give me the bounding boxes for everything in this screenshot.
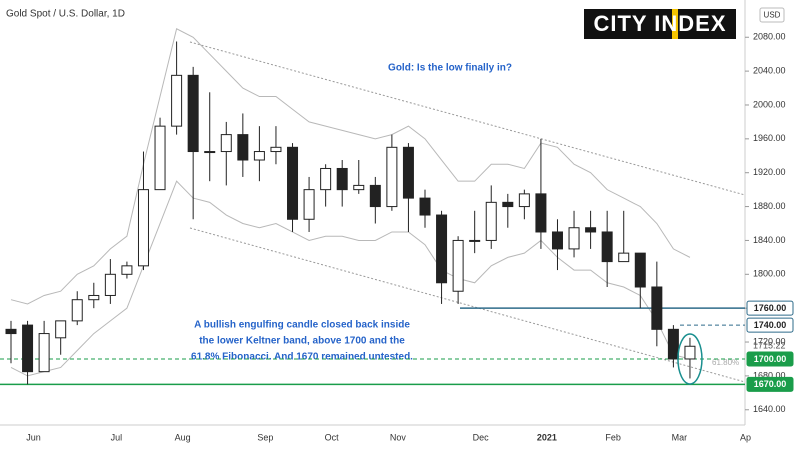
candle-body <box>121 265 133 275</box>
candle-body <box>436 214 448 284</box>
level-label-box <box>746 351 794 367</box>
logo-accent <box>672 9 678 39</box>
fib-label: 61.80% <box>712 358 739 367</box>
keltner-band <box>10 28 691 305</box>
candle-body <box>585 227 597 233</box>
level-label: 1700.00 <box>754 354 787 364</box>
candle-body <box>353 184 365 191</box>
currency: USD <box>764 11 781 20</box>
candle-body <box>419 197 431 216</box>
candle-body <box>187 74 199 153</box>
candle-body <box>287 146 299 220</box>
annotation-title: Gold: Is the low finally in? <box>388 63 512 74</box>
candle-body <box>38 333 50 373</box>
candle-body <box>88 294 100 301</box>
candle-body <box>270 146 282 153</box>
y-tick-label: 1920.00 <box>753 167 786 177</box>
candle-body <box>137 189 149 267</box>
candle-body <box>71 299 83 322</box>
level-label: 1740.00 <box>754 320 787 330</box>
candle-body <box>171 74 183 127</box>
candle-body <box>452 239 464 292</box>
annotation-line: A bullish engulfing candle closed back i… <box>194 320 410 331</box>
x-tick-label: Jun <box>26 432 41 442</box>
x-tick-label: Ap <box>740 432 751 442</box>
chart-title: Gold Spot / U.S. Dollar, 1D <box>6 9 125 20</box>
candle-body <box>535 193 547 233</box>
level-label-box <box>746 317 794 333</box>
x-tick-label: Feb <box>605 432 621 442</box>
y-tick-label: 1680.00 <box>753 370 786 380</box>
candle-body <box>618 252 630 263</box>
keltner-band <box>10 180 691 377</box>
annotation-line: 61.8% Fibonacci. And 1670 remained untes… <box>191 352 413 363</box>
y-tick-label: 1960.00 <box>753 133 786 143</box>
x-tick-label: Oct <box>325 432 340 442</box>
candle-body <box>104 273 116 296</box>
candle-body <box>518 193 530 208</box>
candle-body <box>402 146 414 199</box>
candle-body <box>601 231 613 263</box>
candle-body <box>369 184 381 208</box>
highlight-ellipse <box>677 333 703 385</box>
y-tick-label: 1640.00 <box>753 404 786 414</box>
y-tick-label: 1840.00 <box>753 235 786 245</box>
candle-body <box>154 125 166 191</box>
x-tick-label: Sep <box>257 432 273 442</box>
level-label: 1760.00 <box>754 303 787 313</box>
level-label-box <box>746 376 794 392</box>
y-tick-label: 2080.00 <box>753 32 786 42</box>
logo: CITY INDEX <box>593 11 726 36</box>
x-tick-label: Jul <box>111 432 123 442</box>
candle-body <box>502 201 514 208</box>
candle-body <box>253 151 265 161</box>
candle-body <box>55 320 67 339</box>
candle-body <box>551 231 563 250</box>
candle-body <box>220 134 232 153</box>
candle-body <box>667 328 679 360</box>
y-tick-label: 1720.00 <box>753 336 786 346</box>
candle-body <box>22 324 34 373</box>
y-tick-label: 2040.00 <box>753 65 786 75</box>
x-tick-label: Aug <box>175 432 191 442</box>
candle-body <box>568 227 580 250</box>
candle-body <box>634 252 646 288</box>
candle-body <box>469 239 481 242</box>
candle-body <box>336 167 348 191</box>
level-label: 1670.00 <box>754 379 787 389</box>
y-tick-label: 1880.00 <box>753 201 786 211</box>
candle-body <box>386 146 398 208</box>
logo-box <box>584 9 736 39</box>
candle-body <box>204 151 216 154</box>
annotation-line: the lower Keltner band, above 1700 and t… <box>199 336 405 347</box>
level-label-box <box>746 300 794 316</box>
x-tick-label: 2021 <box>537 432 557 442</box>
x-tick-label: Nov <box>390 432 407 442</box>
candle-body <box>303 189 315 220</box>
x-tick-label: Dec <box>473 432 490 442</box>
candle-body <box>485 201 497 241</box>
candle-body <box>5 328 17 335</box>
last-price-label: 1715.22 <box>753 340 786 350</box>
currency-box <box>759 7 785 23</box>
candle-body <box>237 134 249 161</box>
candle-body <box>684 345 696 360</box>
candle-body <box>320 167 332 191</box>
candle-body <box>651 286 663 330</box>
x-tick-label: Mar <box>672 432 688 442</box>
y-tick-label: 1800.00 <box>753 269 786 279</box>
y-tick-label: 2000.00 <box>753 99 786 109</box>
